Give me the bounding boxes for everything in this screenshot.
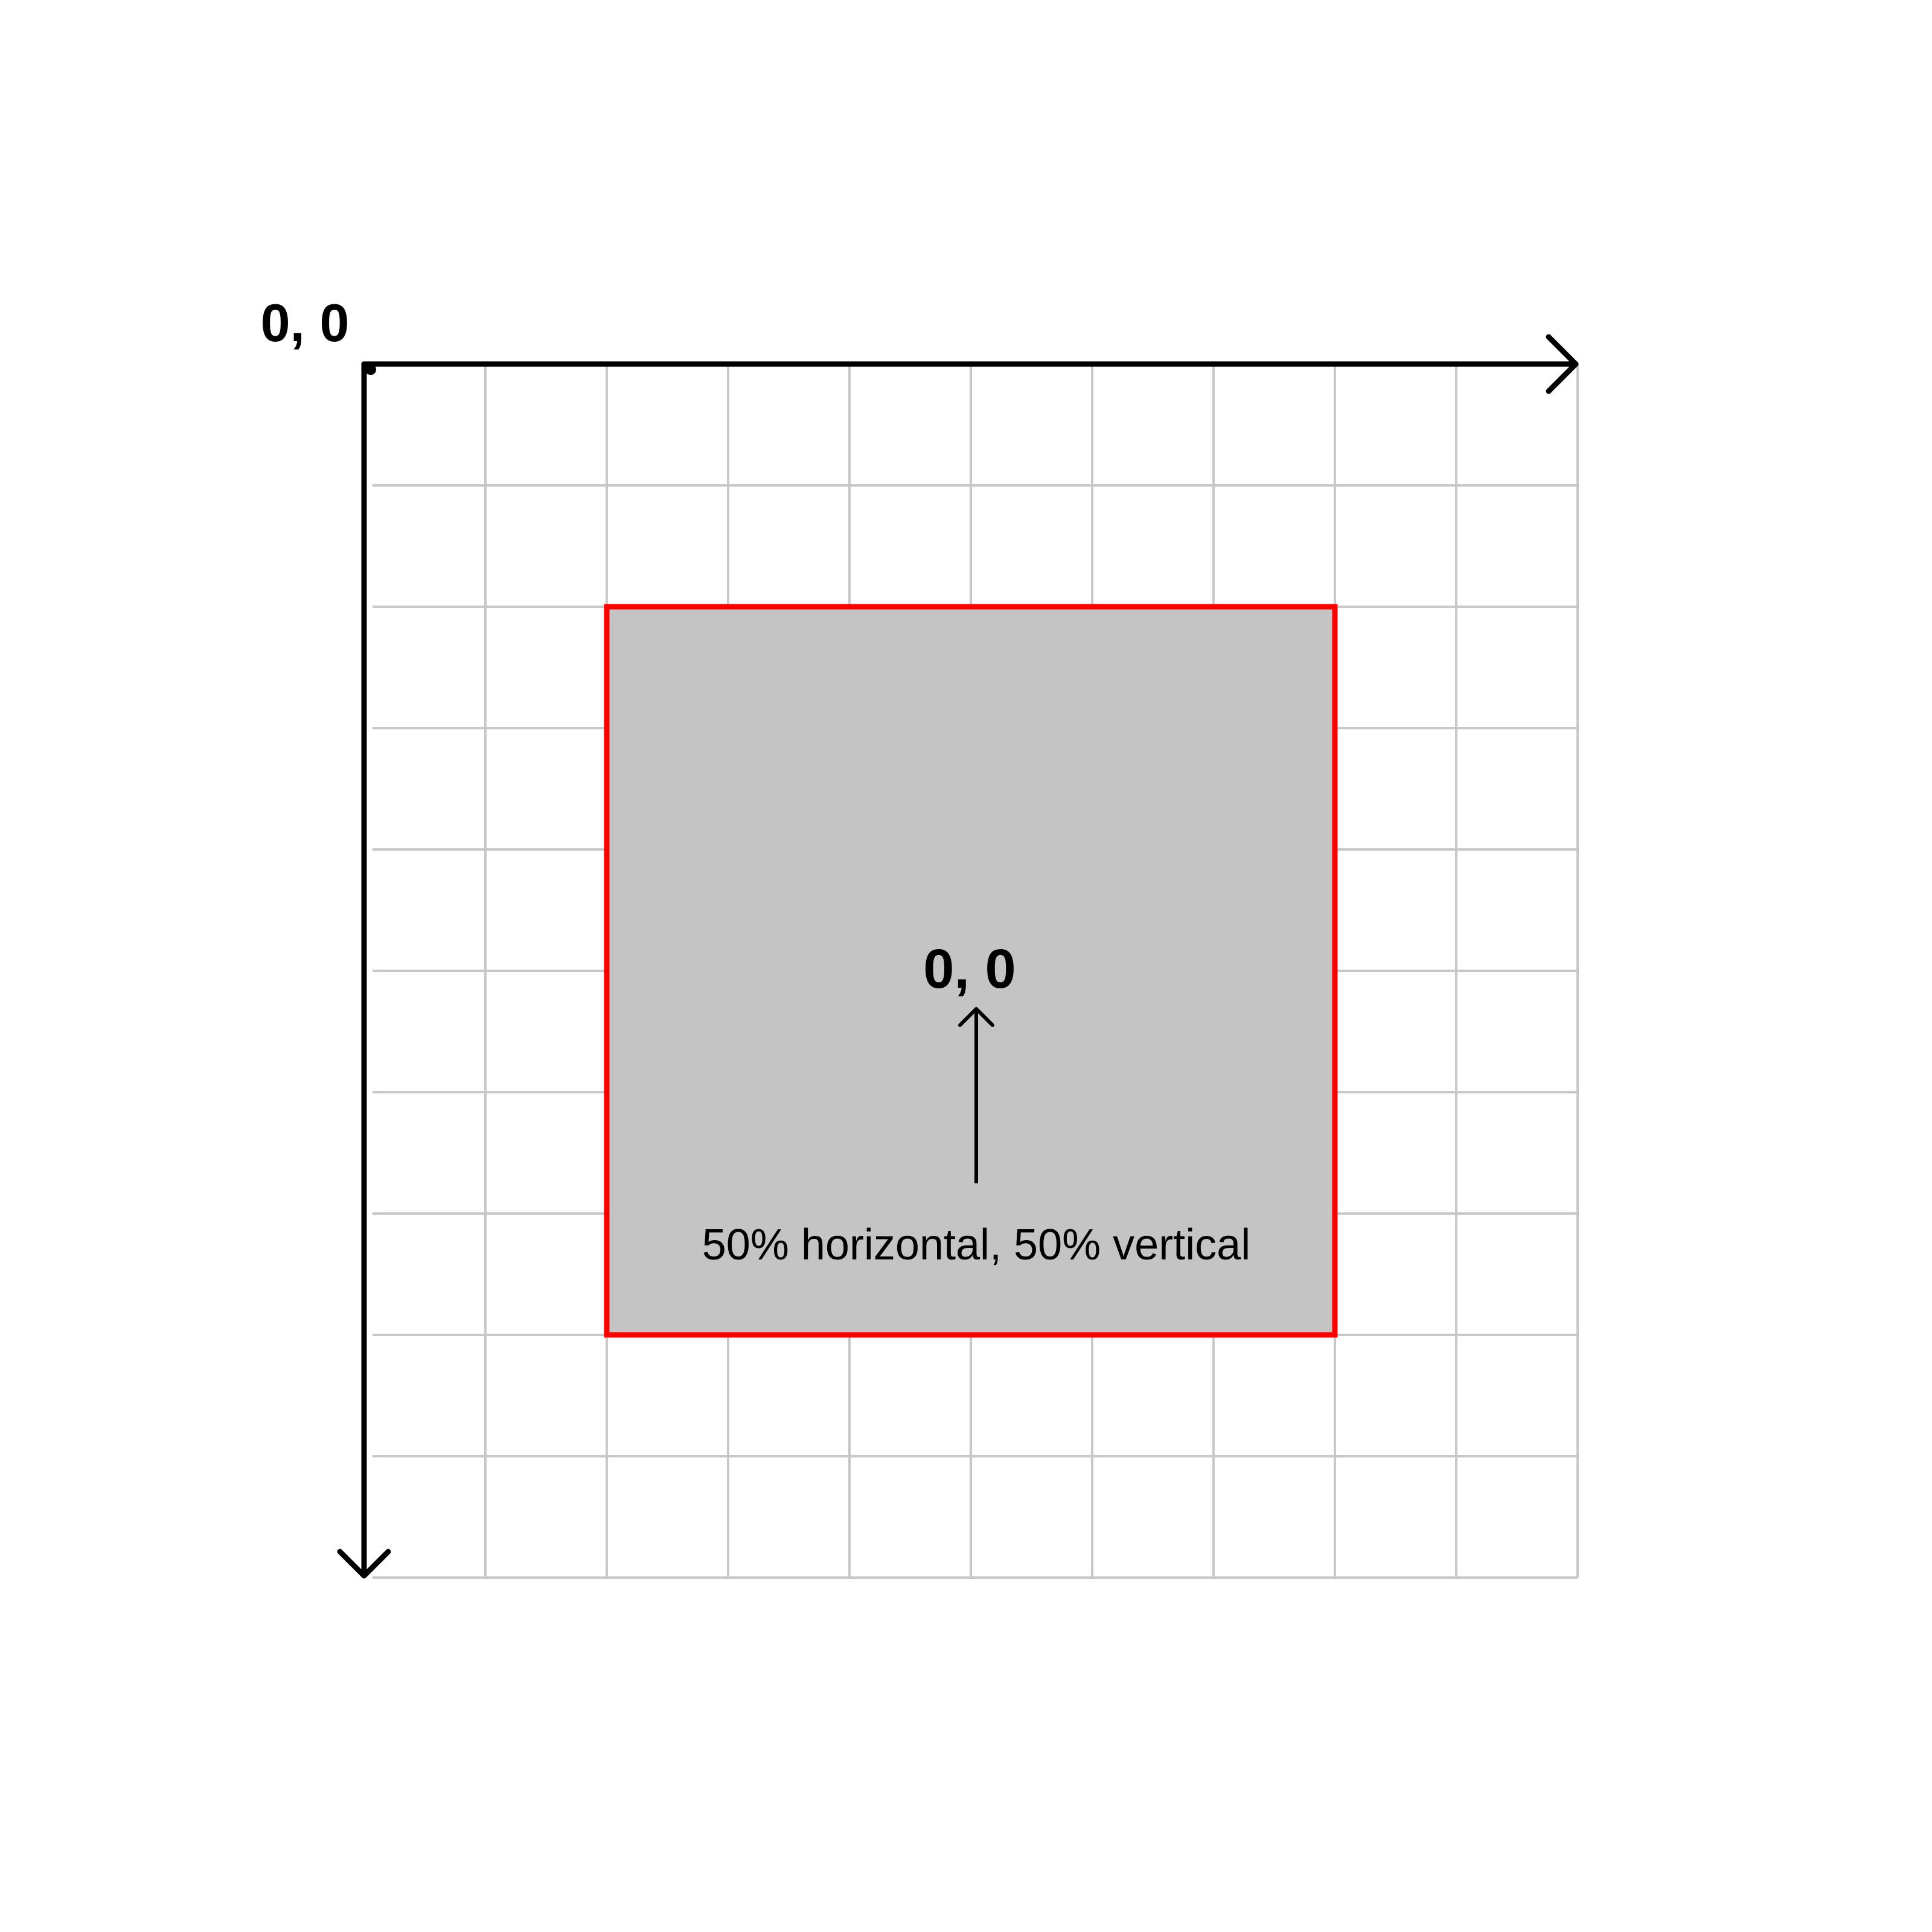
element-box [604, 604, 1338, 1338]
page-origin-label: 0, 0 [261, 293, 350, 353]
origin-pointer-arrow [958, 1007, 994, 1183]
origin-caption: 50% horizontal, 50% vertical [702, 1221, 1250, 1269]
page-origin-dot [365, 364, 376, 375]
x-axis-arrowhead-icon [1546, 334, 1579, 394]
y-axis-arrowhead-icon [337, 1549, 391, 1579]
x-axis [361, 334, 1579, 394]
y-axis [337, 361, 391, 1579]
up-arrowhead-icon [958, 1007, 994, 1027]
element-origin-label: 0, 0 [923, 938, 1016, 1000]
